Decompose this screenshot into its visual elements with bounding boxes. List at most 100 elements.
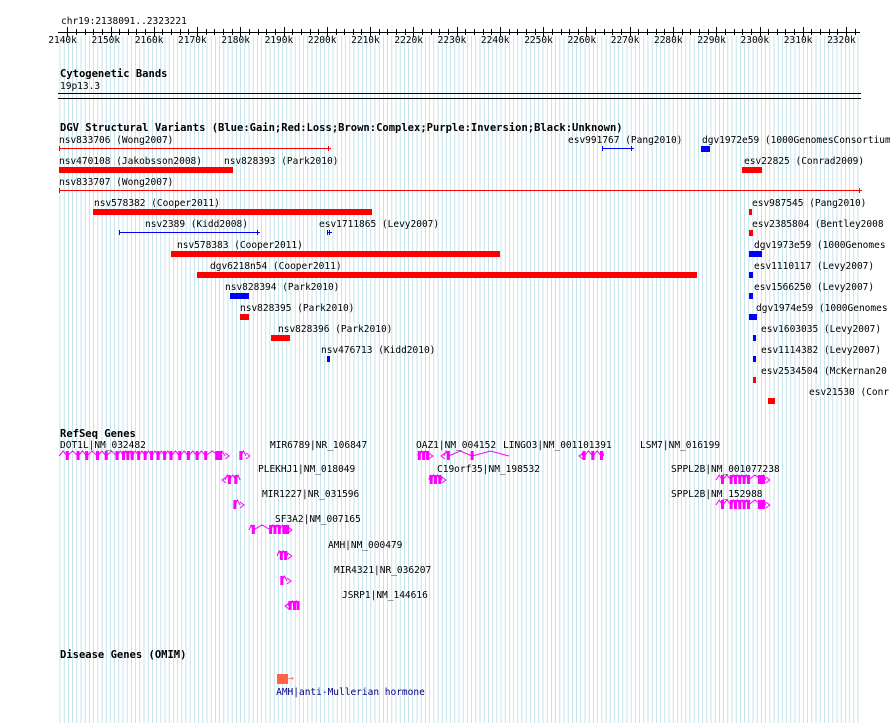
dgv-variant-label[interactable]: esv21530 (Conr	[809, 387, 890, 398]
dgv-variant-label[interactable]: dgv1972e59 (1000GenomesConsortium	[702, 135, 890, 146]
dgv-variant-label[interactable]: esv22825 (Conrad2009)	[744, 156, 865, 167]
dgv-variant-label[interactable]: esv1110117 (Levy2007)	[754, 261, 875, 272]
refseq-gene-label[interactable]: MIR1227|NR_031596	[262, 489, 360, 500]
dgv-variant-bar[interactable]	[748, 314, 758, 320]
refseq-gene-glyph[interactable]	[284, 599, 308, 613]
refseq-gene-exon	[85, 451, 89, 460]
refseq-gene-label[interactable]: SPPL2B|NM_001077238	[671, 464, 780, 475]
dgv-variant-bar[interactable]	[59, 167, 230, 173]
dgv-variant-label[interactable]: nsv828393 (Park2010)	[224, 156, 339, 167]
dgv-variant-label[interactable]: esv2385804 (Bentley2008	[752, 219, 884, 230]
refseq-gene-exon	[470, 451, 474, 460]
dgv-variant-label[interactable]: dgv6218n54 (Cooper2011)	[210, 261, 342, 272]
dgv-variant-label[interactable]: esv1566250 (Levy2007)	[754, 282, 875, 293]
refseq-gene-exon	[130, 451, 134, 460]
dgv-variant-label[interactable]: nsv470108 (Jakobsson2008)	[59, 156, 202, 167]
refseq-gene-glyph[interactable]	[415, 449, 438, 463]
refseq-gene-exon	[421, 451, 425, 460]
dgv-variant-bar[interactable]	[270, 335, 291, 341]
dgv-variant-label[interactable]: nsv833706 (Wong2007)	[59, 135, 174, 146]
dgv-variant-bar[interactable]	[748, 293, 754, 299]
refseq-gene-label[interactable]: LSM7|NM_016199	[640, 440, 721, 451]
dgv-variant-label[interactable]: esv1603035 (Levy2007)	[761, 324, 882, 335]
dgv-variant-label[interactable]: esv991767 (Pang2010)	[568, 135, 683, 146]
refseq-gene-glyph[interactable]	[278, 574, 296, 588]
dgv-variant-label[interactable]: esv987545 (Pang2010)	[752, 198, 867, 209]
refseq-gene-glyph[interactable]	[237, 449, 255, 463]
ruler-tick-label: 2240k	[480, 35, 510, 46]
dgv-variant-bar[interactable]	[768, 398, 775, 404]
dgv-variant-label[interactable]: nsv2389 (Kidd2008)	[145, 219, 248, 230]
refseq-gene-label[interactable]: PLEKHJ1|NM_018049	[258, 464, 356, 475]
dgv-variant-bar[interactable]	[753, 356, 757, 362]
refseq-gene-label[interactable]: OAZ1|NM_004152	[416, 440, 497, 451]
dgv-variant-bar[interactable]	[197, 272, 697, 278]
dgv-variant-bar[interactable]	[753, 335, 757, 341]
refseq-gene-glyph[interactable]	[713, 498, 775, 512]
dgv-variant-bar[interactable]	[59, 148, 332, 149]
dgv-variant-bar[interactable]	[753, 377, 757, 383]
refseq-gene-label[interactable]: SF3A2|NM_007165	[275, 514, 361, 525]
dgv-variant-bar[interactable]	[229, 167, 233, 173]
refseq-gene-label[interactable]: SPPL2B|NM_152988	[671, 489, 763, 500]
dgv-variant-bar[interactable]	[119, 232, 260, 233]
refseq-gene-exon	[269, 525, 273, 534]
refseq-gene-label[interactable]: LINGO3|NM_001101391	[503, 440, 612, 451]
ruler-minor-tick	[145, 29, 147, 35]
refseq-gene-label[interactable]: C19orf35|NM_198532	[437, 464, 540, 475]
dgv-variant-label[interactable]: nsv578383 (Cooper2011)	[177, 240, 303, 251]
ruler-tick-label: 2210k	[351, 35, 380, 46]
dgv-variant-label[interactable]: esv2534504 (McKernan20	[761, 366, 887, 377]
dgv-variant-bar[interactable]	[748, 209, 752, 215]
refseq-gene-label[interactable]: MIR4321|NR_036207	[334, 565, 432, 576]
refseq-gene-exon	[143, 451, 147, 460]
dgv-variant-label[interactable]: nsv828394 (Park2010)	[225, 282, 340, 293]
ruler-minor-tick	[482, 29, 484, 35]
dgv-variant-label[interactable]: dgv1974e59 (1000Genomes	[756, 303, 888, 314]
omim-gene-bar[interactable]	[277, 674, 288, 684]
dgv-variant-bar[interactable]	[171, 251, 500, 257]
dgv-variant-bar[interactable]	[93, 209, 373, 215]
refseq-gene-label[interactable]: JSRP1|NM_144616	[342, 590, 428, 601]
dgv-variant-label[interactable]: nsv828396 (Park2010)	[278, 324, 393, 335]
dgv-variant-bar[interactable]	[326, 232, 332, 233]
dgv-variant-bar[interactable]	[59, 190, 862, 191]
dgv-variant-bar[interactable]	[240, 314, 249, 320]
ruler-major-tick	[629, 27, 631, 37]
dgv-variant-bar[interactable]	[742, 167, 762, 173]
dgv-variant-label[interactable]: dgv1973e59 (1000Genomes	[754, 240, 886, 251]
dgv-variant-bar[interactable]	[701, 146, 710, 152]
dgv-variant-bar[interactable]	[748, 251, 762, 257]
refseq-gene-glyph[interactable]	[426, 473, 451, 487]
ruler-minor-tick	[837, 29, 839, 35]
omim-gene-label[interactable]: AMH|anti-Mullerian hormone	[276, 687, 425, 698]
refseq-gene-glyph[interactable]	[713, 473, 775, 487]
refseq-gene-glyph[interactable]	[439, 449, 518, 463]
refseq-gene-glyph[interactable]	[578, 449, 613, 463]
dgv-variant-bar[interactable]	[229, 293, 249, 299]
refseq-gene-glyph[interactable]	[246, 523, 297, 537]
dgv-variant-bar[interactable]	[748, 272, 754, 278]
dgv-variant-bar[interactable]	[748, 230, 754, 236]
refseq-gene-exon	[729, 475, 733, 484]
ruler-minor-tick	[309, 29, 311, 35]
dgv-variant-label[interactable]: esv1711865 (Levy2007)	[319, 219, 440, 230]
refseq-gene-label[interactable]: MIR6789|NR_106847	[270, 440, 368, 451]
refseq-gene-glyph[interactable]	[221, 473, 249, 487]
dgv-variant-label[interactable]: nsv828395 (Park2010)	[240, 303, 355, 314]
ruler-minor-tick	[698, 29, 700, 35]
dgv-variant-label[interactable]: nsv578382 (Cooper2011)	[94, 198, 220, 209]
dgv-variant-bar[interactable]	[601, 148, 634, 149]
refseq-gene-label[interactable]: DOT1L|NM_032482	[60, 440, 146, 451]
refseq-gene-glyph[interactable]	[56, 449, 234, 463]
dgv-variant-label[interactable]: nsv476713 (Kidd2010)	[321, 345, 436, 356]
dgv-variant-label[interactable]: nsv833707 (Wong2007)	[59, 177, 174, 188]
refseq-gene-label[interactable]: AMH|NM_000479	[328, 540, 403, 551]
ruler-tick-label: 2270k	[610, 35, 640, 46]
dgv-variant-label[interactable]: esv1114382 (Levy2007)	[761, 345, 882, 356]
refseq-gene-glyph[interactable]	[274, 549, 297, 563]
dgv-variant-bar[interactable]	[326, 356, 330, 362]
refseq-gene-exon	[104, 451, 108, 460]
refseq-gene-glyph[interactable]	[231, 498, 249, 512]
ruler-minor-tick	[551, 29, 553, 35]
